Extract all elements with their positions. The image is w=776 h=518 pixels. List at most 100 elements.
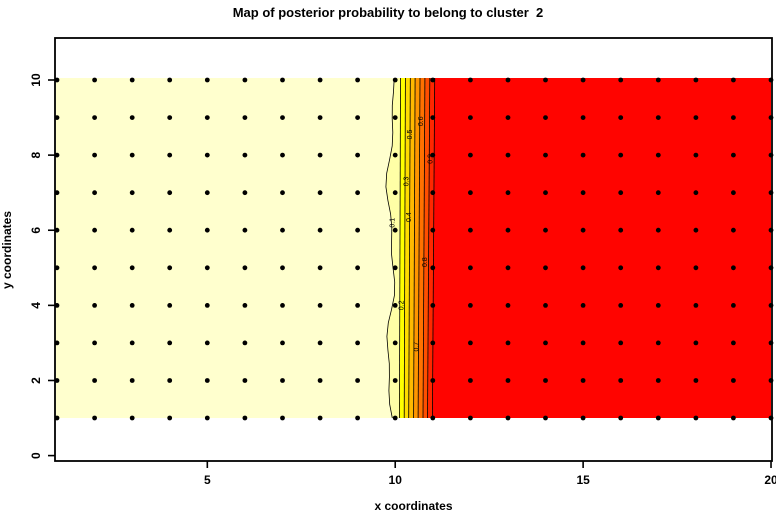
grid-dot — [430, 303, 436, 308]
grid-dot — [505, 340, 511, 346]
grid-dot — [580, 115, 586, 120]
grid-dot — [355, 415, 360, 421]
grid-dot — [693, 415, 699, 421]
grid-dot — [92, 227, 97, 233]
grid-dot — [92, 77, 97, 83]
grid-dot — [167, 415, 173, 421]
grid-dot — [505, 152, 511, 158]
grid-dot — [505, 115, 511, 120]
grid-dot — [355, 190, 360, 196]
grid-dot — [731, 340, 736, 346]
grid-dot — [505, 265, 511, 271]
grid-dot — [731, 152, 736, 158]
grid-dot — [430, 152, 436, 158]
grid-dot — [693, 265, 699, 271]
contour-band — [408, 78, 416, 418]
grid-dot — [280, 340, 285, 346]
grid-dot — [430, 415, 436, 421]
grid-dot — [693, 190, 699, 196]
grid-dot — [392, 378, 398, 383]
grid-dot — [92, 415, 97, 421]
grid-dot — [430, 115, 436, 120]
grid-dot — [392, 303, 398, 308]
grid-dot — [92, 190, 97, 196]
grid-dot — [355, 265, 360, 271]
grid-dot — [655, 415, 661, 421]
grid-dot — [655, 190, 661, 196]
grid-dot — [731, 378, 736, 383]
grid-dot — [580, 265, 586, 271]
y-tick-label: 4 — [29, 302, 43, 309]
grid-dot — [355, 152, 360, 158]
grid-dot — [618, 378, 624, 383]
plot-box — [54, 37, 773, 462]
grid-dot — [468, 265, 473, 271]
grid-dot — [280, 152, 285, 158]
contour-line — [432, 77, 436, 419]
grid-dot — [167, 190, 173, 196]
contour-line — [408, 77, 411, 419]
contour-label: 0.9 — [428, 154, 435, 164]
grid-dot — [317, 415, 323, 421]
grid-dot — [731, 115, 736, 120]
grid-dot — [355, 115, 360, 120]
grid-dot — [505, 303, 511, 308]
grid-dot — [317, 152, 323, 158]
grid-dot — [242, 378, 248, 383]
grid-dot — [317, 340, 323, 346]
grid-dot — [505, 190, 511, 196]
grid-dot — [580, 303, 586, 308]
grid-dot — [167, 378, 173, 383]
grid-dot — [204, 115, 210, 120]
contour-label: 0.1 — [390, 218, 397, 228]
grid-dot — [167, 303, 173, 308]
grid-dot — [430, 227, 436, 233]
grid-dot — [242, 340, 248, 346]
grid-dot — [618, 340, 624, 346]
grid-dot — [655, 378, 661, 383]
y-tick-label: 8 — [29, 151, 43, 158]
grid-dot — [430, 340, 436, 346]
grid-dot — [430, 378, 436, 383]
grid-dot — [242, 303, 248, 308]
grid-dot — [392, 227, 398, 233]
contour-line — [413, 77, 416, 419]
grid-dot — [129, 415, 135, 421]
grid-dot — [618, 415, 624, 421]
grid-dot — [280, 415, 285, 421]
grid-dot — [655, 77, 661, 83]
grid-dot — [129, 265, 135, 271]
grid-dot — [543, 115, 548, 120]
contour-label: 0.6 — [418, 116, 425, 126]
grid-dot — [167, 115, 173, 120]
grid-dot — [731, 303, 736, 308]
grid-dot — [392, 265, 398, 271]
y-tick-label: 10 — [29, 73, 43, 87]
grid-dot — [392, 77, 398, 83]
grid-dot — [468, 152, 473, 158]
grid-dot — [543, 265, 548, 271]
grid-dot — [129, 190, 135, 196]
grid-dot — [242, 152, 248, 158]
grid-dot — [204, 303, 210, 308]
grid-dot — [355, 378, 360, 383]
grid-dot — [392, 415, 398, 421]
grid-dot — [204, 190, 210, 196]
grid-dot — [204, 265, 210, 271]
grid-dot — [543, 303, 548, 308]
x-axis-title: x coordinates — [374, 499, 453, 513]
grid-dot — [129, 303, 135, 308]
grid-dot — [543, 77, 548, 83]
grid-dot — [430, 77, 436, 83]
grid-dot — [468, 378, 473, 383]
grid-dot — [280, 378, 285, 383]
grid-dot — [92, 340, 97, 346]
grid-dot — [392, 340, 398, 346]
grid-dot — [580, 77, 586, 83]
contour-band — [399, 78, 406, 418]
grid-dot — [129, 152, 135, 158]
grid-dot — [204, 340, 210, 346]
grid-dot — [618, 115, 624, 120]
grid-dot — [129, 77, 135, 83]
grid-dot — [468, 115, 473, 120]
